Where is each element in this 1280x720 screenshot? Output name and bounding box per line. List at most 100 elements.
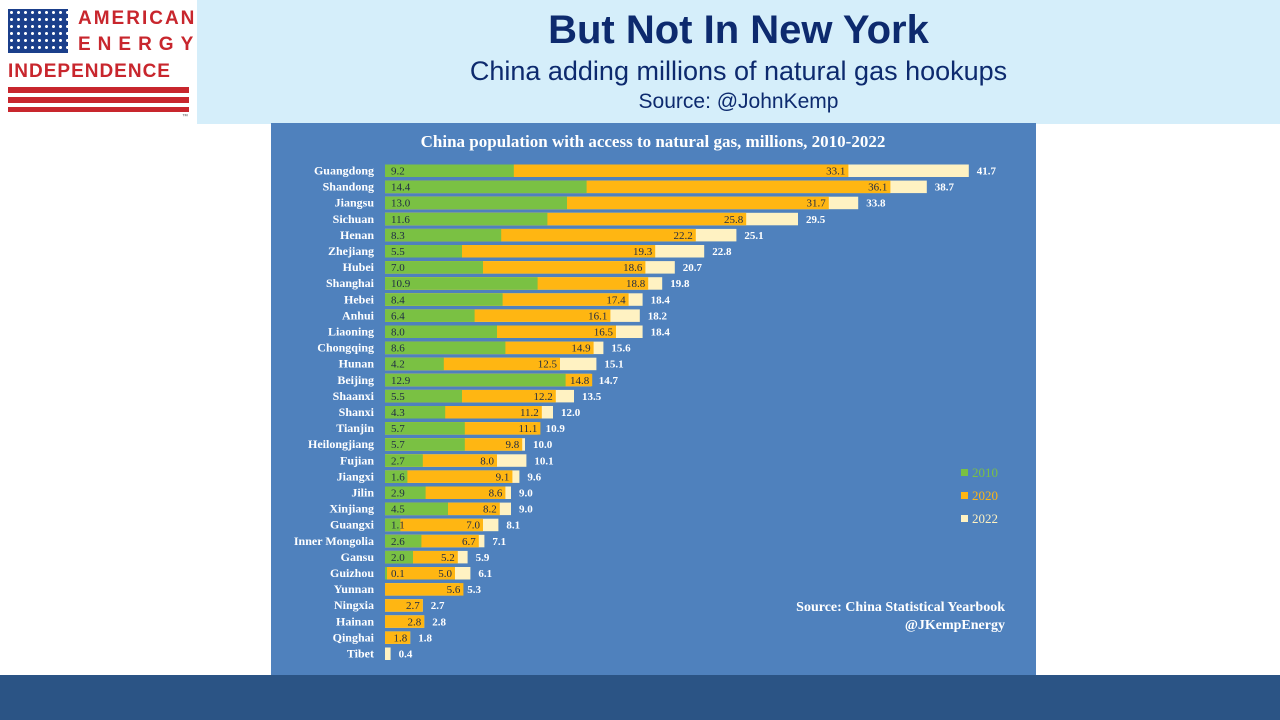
bar-2010-shanxi bbox=[385, 406, 446, 419]
data-label-2020-guangdong: 33.1 bbox=[826, 166, 845, 178]
data-label-2010-hubei: 7.0 bbox=[391, 262, 405, 274]
category-label-shanghai: Shanghai bbox=[326, 276, 375, 290]
category-label-guangxi: Guangxi bbox=[330, 518, 375, 532]
category-label-xinjiang: Xinjiang bbox=[329, 502, 374, 516]
data-label-2020-inner-mongolia: 6.7 bbox=[462, 536, 476, 548]
data-label-2020-guizhou: 5.0 bbox=[438, 568, 452, 580]
bar-2010-shanghai bbox=[385, 277, 538, 290]
category-label-yunnan: Yunnan bbox=[334, 582, 375, 596]
data-label-2020-hebei: 17.4 bbox=[606, 294, 626, 306]
data-label-2020-xinjiang: 8.2 bbox=[483, 504, 497, 516]
bar-2010-jiangsu bbox=[385, 196, 567, 210]
data-label-2020-hunan: 12.5 bbox=[538, 359, 558, 371]
data-label-2010-jilin: 2.9 bbox=[391, 488, 405, 500]
data-label-2022-hainan: 2.8 bbox=[432, 616, 446, 628]
legend-label-2022: 2022 bbox=[972, 511, 998, 526]
data-label-2010-fujian: 2.7 bbox=[391, 455, 405, 467]
data-label-2022-beijing: 14.7 bbox=[599, 375, 619, 387]
data-label-2020-guangxi: 7.0 bbox=[466, 520, 480, 532]
bar-2020-ningxia bbox=[385, 599, 423, 612]
bar-2010-gansu bbox=[385, 550, 413, 564]
data-label-2022-ningxia: 2.7 bbox=[431, 600, 445, 612]
data-label-2020-shandong: 36.1 bbox=[868, 182, 887, 194]
logo: AMERICAN ENERGY INDEPENDENCE ™ bbox=[0, 0, 197, 124]
data-label-2022-qinghai: 1.8 bbox=[418, 632, 432, 644]
legend-swatch-2010 bbox=[961, 469, 968, 476]
data-label-2022-jiangxi: 9.6 bbox=[527, 471, 541, 483]
category-label-jilin: Jilin bbox=[351, 486, 374, 500]
category-label-guangdong: Guangdong bbox=[314, 164, 374, 178]
slide-subtitle: China adding millions of natural gas hoo… bbox=[469, 56, 1008, 86]
data-label-2022-heilongjiang: 10.0 bbox=[533, 439, 553, 451]
data-label-2010-beijing: 12.9 bbox=[391, 375, 411, 387]
data-label-2020-jiangxi: 9.1 bbox=[496, 471, 510, 483]
data-label-2020-fujian: 8.0 bbox=[480, 455, 494, 467]
chart-source-note: Source: China Statistical Yearbook bbox=[796, 600, 1005, 615]
data-label-2022-shanghai: 19.8 bbox=[670, 278, 690, 290]
category-label-jiangsu: Jiangsu bbox=[335, 196, 375, 210]
data-label-2010-gansu: 2.0 bbox=[391, 552, 405, 564]
data-label-2020-jiangsu: 31.7 bbox=[807, 198, 827, 210]
category-label-beijing: Beijing bbox=[337, 373, 374, 387]
bar-2010-hunan bbox=[385, 357, 444, 371]
category-label-chongqing: Chongqing bbox=[317, 341, 374, 355]
bar-2020-qinghai bbox=[385, 631, 411, 644]
flag-icon bbox=[8, 9, 68, 53]
bar-2010-hebei bbox=[385, 293, 503, 306]
logo-line-1: AMERICAN bbox=[78, 8, 197, 29]
data-label-2010-jiangxi: 1.6 bbox=[391, 471, 405, 483]
data-label-2020-qinghai: 1.8 bbox=[393, 632, 407, 644]
data-label-2010-sichuan: 11.6 bbox=[391, 214, 410, 226]
bar-2022-tibet bbox=[385, 647, 391, 660]
data-label-2022-shaanxi: 13.5 bbox=[582, 391, 602, 403]
data-label-2022-xinjiang: 9.0 bbox=[519, 504, 533, 516]
category-label-guizhou: Guizhou bbox=[330, 566, 374, 580]
data-label-2020-ningxia: 2.7 bbox=[406, 600, 420, 612]
slide-source: Source: @JohnKemp bbox=[638, 90, 839, 113]
bar-2010-zhejiang bbox=[385, 245, 462, 258]
category-label-hainan: Hainan bbox=[336, 614, 374, 628]
data-label-2022-hubei: 20.7 bbox=[683, 262, 703, 274]
data-label-2022-liaoning: 18.4 bbox=[651, 327, 671, 339]
bar-2020-guizhou bbox=[385, 567, 455, 580]
data-label-2022-tibet: 0.4 bbox=[399, 649, 413, 661]
data-label-2010-guizhou: 0.1 bbox=[391, 568, 405, 580]
data-label-2010-shanxi: 4.3 bbox=[391, 407, 405, 419]
category-label-tibet: Tibet bbox=[347, 647, 374, 661]
data-label-2020-heilongjiang: 9.8 bbox=[505, 439, 519, 451]
data-label-2020-beijing: 14.8 bbox=[570, 375, 590, 387]
data-label-2020-chongqing: 14.9 bbox=[571, 343, 591, 355]
logo-trademark: ™ bbox=[182, 114, 188, 120]
bar-2010-anhui bbox=[385, 309, 475, 322]
chart-panel: China population with access to natural … bbox=[271, 123, 1036, 675]
category-label-fujian: Fujian bbox=[340, 453, 374, 467]
bar-2020-hainan bbox=[385, 615, 425, 628]
data-label-2022-inner-mongolia: 7.1 bbox=[492, 536, 506, 548]
bar-2010-liaoning bbox=[385, 325, 497, 338]
slide-title: But Not In New York bbox=[548, 8, 929, 52]
data-label-2022-guizhou: 6.1 bbox=[478, 568, 492, 580]
chart-title: China population with access to natural … bbox=[421, 132, 886, 151]
category-label-liaoning: Liaoning bbox=[328, 325, 374, 339]
legend-label-2010: 2010 bbox=[972, 465, 998, 480]
bar-2010-guizhou bbox=[385, 567, 387, 580]
data-label-2010-xinjiang: 4.5 bbox=[391, 504, 405, 516]
category-label-anhui: Anhui bbox=[342, 308, 375, 322]
data-label-2020-gansu: 5.2 bbox=[441, 552, 455, 564]
data-label-2010-hebei: 8.4 bbox=[391, 294, 405, 306]
data-label-2022-chongqing: 15.6 bbox=[611, 343, 631, 355]
data-label-2010-henan: 8.3 bbox=[391, 230, 405, 242]
data-label-2010-shandong: 14.4 bbox=[391, 182, 411, 194]
data-label-2022-jiangsu: 33.8 bbox=[866, 198, 886, 210]
category-label-gansu: Gansu bbox=[341, 550, 375, 564]
data-label-2020-shanxi: 11.2 bbox=[520, 407, 539, 419]
data-label-2010-chongqing: 8.6 bbox=[391, 343, 405, 355]
data-label-2022-jilin: 9.0 bbox=[519, 488, 533, 500]
category-label-ningxia: Ningxia bbox=[334, 598, 374, 612]
chart-handle-note: @JKempEnergy bbox=[905, 618, 1005, 633]
data-label-2022-sichuan: 29.5 bbox=[806, 214, 826, 226]
bar-2020-jiangxi bbox=[385, 470, 513, 483]
data-label-2020-liaoning: 16.5 bbox=[594, 327, 614, 339]
data-label-2020-sichuan: 25.8 bbox=[724, 214, 744, 226]
bar-2010-beijing bbox=[385, 373, 566, 387]
